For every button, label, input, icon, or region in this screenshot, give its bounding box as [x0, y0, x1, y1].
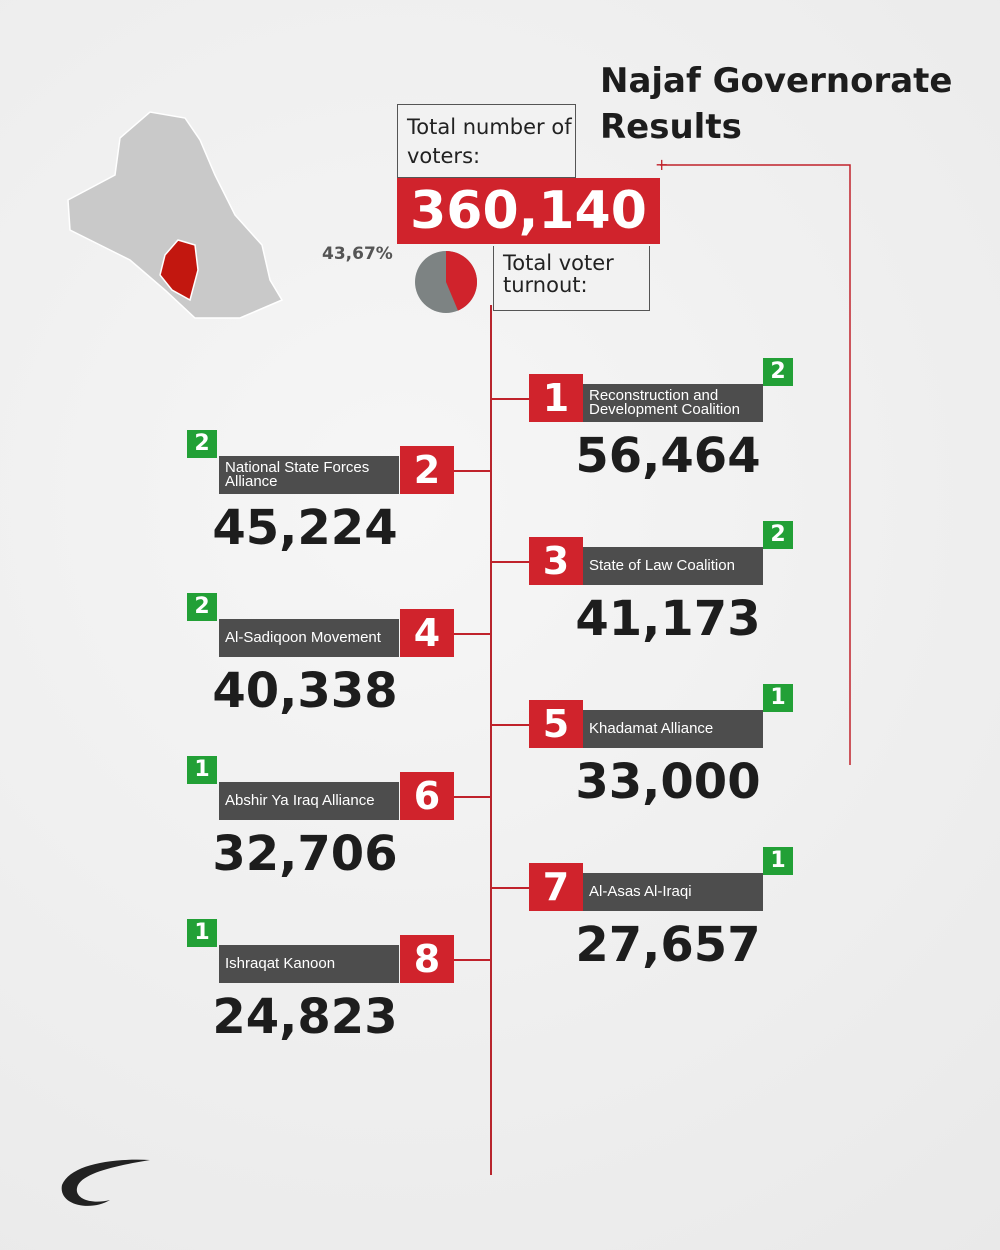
- party-seats: 2: [763, 358, 793, 386]
- connector: [491, 561, 529, 563]
- party-rank: 2: [400, 446, 454, 494]
- party-rank: 5: [529, 700, 583, 748]
- voters-value: 360,140: [397, 178, 660, 244]
- party-votes: 45,224: [212, 500, 398, 556]
- party-rank: 8: [400, 935, 454, 983]
- party-seats: 1: [763, 684, 793, 712]
- party-name: State of Law Coalition: [583, 547, 763, 585]
- najaf-region: [159, 239, 199, 302]
- party-seats: 2: [187, 430, 217, 458]
- connector: [491, 724, 529, 726]
- party-name: Al-Sadiqoon Movement: [219, 619, 399, 657]
- connector: [454, 959, 491, 961]
- pie-turnout: [446, 251, 477, 311]
- connector: [491, 887, 529, 889]
- connector: [454, 470, 491, 472]
- party-name: Al-Asas Al-Iraqi: [583, 873, 763, 911]
- party-votes: 56,464: [575, 428, 761, 484]
- party-rank: 7: [529, 863, 583, 911]
- title: Najaf Governorate Results: [600, 61, 953, 147]
- connector: [454, 796, 491, 798]
- party-rank: 6: [400, 772, 454, 820]
- party-votes: 33,000: [575, 754, 761, 810]
- party-name: National State Forces Alliance: [219, 456, 399, 494]
- party-name: Ishraqat Kanoon: [219, 945, 399, 983]
- party-rank: 1: [529, 374, 583, 422]
- connector: [454, 633, 491, 635]
- party-seats: 1: [187, 919, 217, 947]
- party-rank: 4: [400, 609, 454, 657]
- party-seats: 1: [187, 756, 217, 784]
- turnout-value: 43,67%: [322, 244, 393, 264]
- party-name: Khadamat Alliance: [583, 710, 763, 748]
- party-seats: 1: [763, 847, 793, 875]
- party-name: Reconstruction and Development Coalition: [583, 384, 763, 422]
- plus: +: [655, 155, 668, 174]
- party-votes: 32,706: [212, 826, 398, 882]
- connector: [491, 398, 529, 400]
- connector: [660, 164, 851, 765]
- party-name: Abshir Ya Iraq Alliance: [219, 782, 399, 820]
- logo: [61, 1159, 150, 1206]
- party-seats: 2: [763, 521, 793, 549]
- party-votes: 24,823: [212, 989, 398, 1045]
- turnout-label: Total voter turnout:: [493, 246, 650, 311]
- turnout-pie: [415, 251, 477, 313]
- party-votes: 27,657: [575, 917, 761, 973]
- voters-label: Total number of voters:: [397, 104, 576, 178]
- party-rank: 3: [529, 537, 583, 585]
- party-seats: 2: [187, 593, 217, 621]
- iraq-map: [67, 111, 284, 319]
- party-votes: 41,173: [575, 591, 761, 647]
- party-votes: 40,338: [212, 663, 398, 719]
